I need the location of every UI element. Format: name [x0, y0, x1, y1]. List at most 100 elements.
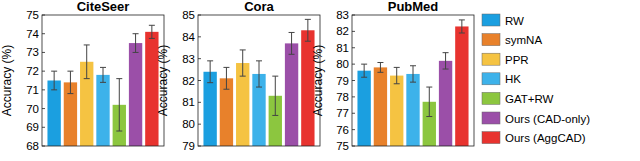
error-bar: [289, 32, 295, 54]
error-bar: [459, 20, 465, 33]
y-tick: [198, 36, 201, 37]
bar: [455, 26, 468, 146]
y-tick-label: 70: [26, 103, 39, 115]
error-bar: [207, 61, 213, 83]
y-tick: [42, 146, 45, 147]
bar: [96, 75, 109, 146]
bar: [439, 61, 452, 146]
error-bar: [272, 76, 278, 115]
y-axis-label: Accuracy (%): [311, 45, 325, 116]
y-tick-label: 79: [336, 75, 349, 87]
bar: [129, 43, 142, 146]
error-bar: [223, 67, 229, 89]
y-tick-label: 83: [182, 53, 195, 65]
bar: [285, 43, 298, 146]
y-tick-label: 75: [336, 140, 349, 152]
y-tick: [42, 71, 45, 72]
legend-label: PPR: [505, 54, 529, 66]
error-bar: [256, 61, 262, 87]
error-bar: [394, 67, 400, 83]
legend-swatch: [482, 73, 500, 85]
y-tick: [198, 124, 201, 125]
bar: [357, 71, 370, 146]
y-tick-label: 80: [182, 118, 195, 130]
error-bar: [240, 50, 246, 76]
y-tick-label: 73: [26, 46, 39, 58]
panel: PubMedAccuracy (%)757677787980818283: [311, 0, 474, 152]
y-tick: [352, 47, 355, 48]
legend-swatch: [482, 132, 500, 144]
error-bar: [84, 45, 90, 79]
figure: CiteSeerAccuracy (%)6869707172737475Cora…: [0, 0, 640, 161]
y-tick: [42, 89, 45, 90]
y-tick: [352, 64, 355, 65]
y-tick-label: 75: [26, 9, 39, 21]
y-tick: [352, 15, 355, 16]
legend-label: HK: [505, 73, 521, 85]
y-tick: [42, 33, 45, 34]
bar: [406, 74, 419, 146]
title: CiteSeer: [77, 0, 130, 14]
y-tick: [352, 80, 355, 81]
y-tick-label: 83: [336, 9, 349, 21]
legend-swatch: [482, 14, 500, 26]
y-tick-label: 82: [336, 25, 349, 37]
y-tick-label: 79: [182, 140, 195, 152]
plot-frame: [198, 15, 320, 146]
plot-frame: [352, 15, 474, 146]
legend-swatch: [482, 34, 500, 46]
y-tick: [42, 108, 45, 109]
legend: RWsymNAPPRHKGAT+RWOurs (CAD-only)Ours (A…: [482, 14, 590, 144]
panel: CoraAccuracy (%)79808182838485: [156, 0, 320, 152]
legend-swatch: [482, 92, 500, 104]
error-bar: [410, 66, 416, 82]
y-tick-label: 81: [182, 96, 195, 108]
bars: [203, 19, 314, 146]
error-bar: [377, 62, 383, 72]
y-tick-label: 85: [182, 9, 195, 21]
y-tick: [42, 15, 45, 16]
plot-frame: [42, 15, 164, 146]
y-tick: [42, 127, 45, 128]
y-tick-label: 78: [336, 91, 349, 103]
y-tick-label: 80: [336, 58, 349, 70]
bar: [47, 81, 60, 147]
error-bar: [426, 87, 432, 116]
y-tick: [42, 52, 45, 53]
y-tick: [352, 146, 355, 147]
bars: [47, 25, 158, 146]
y-tick: [352, 31, 355, 32]
error-bar: [100, 67, 106, 82]
bar: [203, 72, 216, 146]
y-tick-label: 81: [336, 42, 349, 54]
error-bar: [133, 34, 139, 53]
y-tick: [198, 146, 201, 147]
error-bar: [305, 19, 311, 41]
y-tick: [198, 15, 201, 16]
y-axis-label: Accuracy (%): [0, 45, 14, 116]
legend-swatch: [482, 112, 500, 124]
y-tick-label: 74: [26, 28, 39, 40]
title: Cora: [244, 0, 274, 14]
error-bar: [149, 25, 155, 38]
y-tick: [352, 113, 355, 114]
bar: [390, 76, 403, 146]
y-tick-label: 76: [336, 124, 349, 136]
y-tick: [198, 80, 201, 81]
bars: [357, 20, 468, 146]
legend-label: Ours (AggCAD): [505, 132, 586, 144]
y-tick-label: 77: [336, 107, 349, 119]
y-tick: [198, 102, 201, 103]
bar: [374, 67, 387, 146]
legend-label: Ours (CAD-only): [505, 113, 590, 125]
error-bar: [116, 79, 122, 131]
panel: CiteSeerAccuracy (%)6869707172737475: [0, 0, 164, 152]
y-axis-label: Accuracy (%): [156, 45, 170, 116]
error-bar: [361, 64, 367, 77]
legend-swatch: [482, 53, 500, 65]
y-tick-label: 68: [26, 140, 39, 152]
y-tick: [352, 129, 355, 130]
error-bar: [67, 71, 73, 93]
y-tick-label: 84: [182, 31, 195, 43]
legend-label: RW: [505, 15, 524, 27]
